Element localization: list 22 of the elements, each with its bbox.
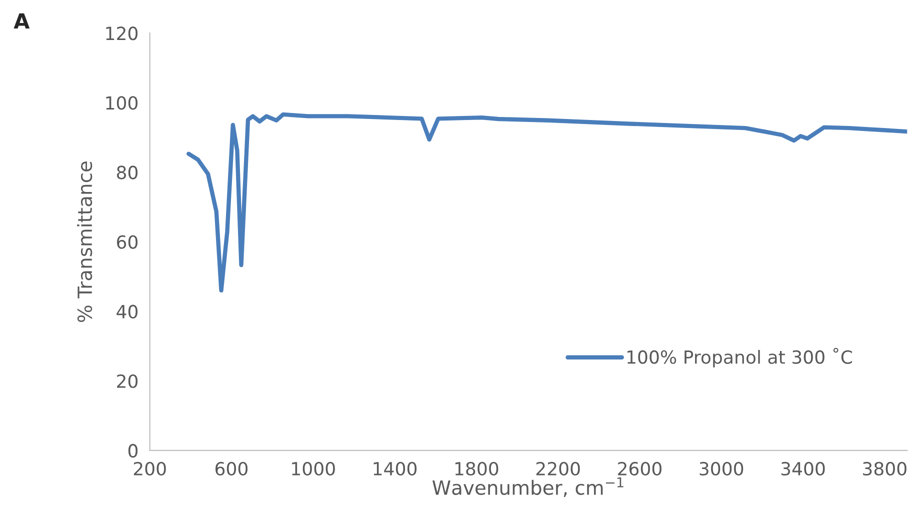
y-tick-label: 120: [106, 26, 138, 40]
x-tick-label: 1400: [374, 462, 417, 476]
x-tick-label: 3800: [863, 462, 906, 476]
y-axis-title: % Transmittance: [77, 162, 92, 322]
x-tick-label: 3400: [781, 462, 825, 476]
x-tick-label: 2200: [536, 462, 580, 476]
chart-title: A: [14, 13, 30, 29]
legend-label: 100% Propanol at 300 ˚C: [627, 348, 852, 368]
y-tick-label: 0: [128, 444, 138, 458]
y-tick-label: 60: [116, 235, 138, 249]
y-tick-label: 100: [106, 96, 138, 110]
x-tick-label: 3000: [700, 462, 744, 476]
y-tick-label: 40: [116, 304, 138, 318]
y-tick-label: 20: [117, 374, 138, 388]
x-tick-label: 600: [215, 462, 248, 476]
line-series: [186, 112, 908, 293]
x-tick-label: 2600: [618, 462, 662, 476]
x-tick-label: 1800: [455, 462, 498, 476]
y-tick-label: 80: [116, 166, 138, 180]
x-tick-label: 200: [134, 462, 166, 476]
x-tick-label: 1000: [292, 462, 335, 476]
x-axis-title: Wavenumber, cm$^{−1}$: [432, 477, 624, 497]
